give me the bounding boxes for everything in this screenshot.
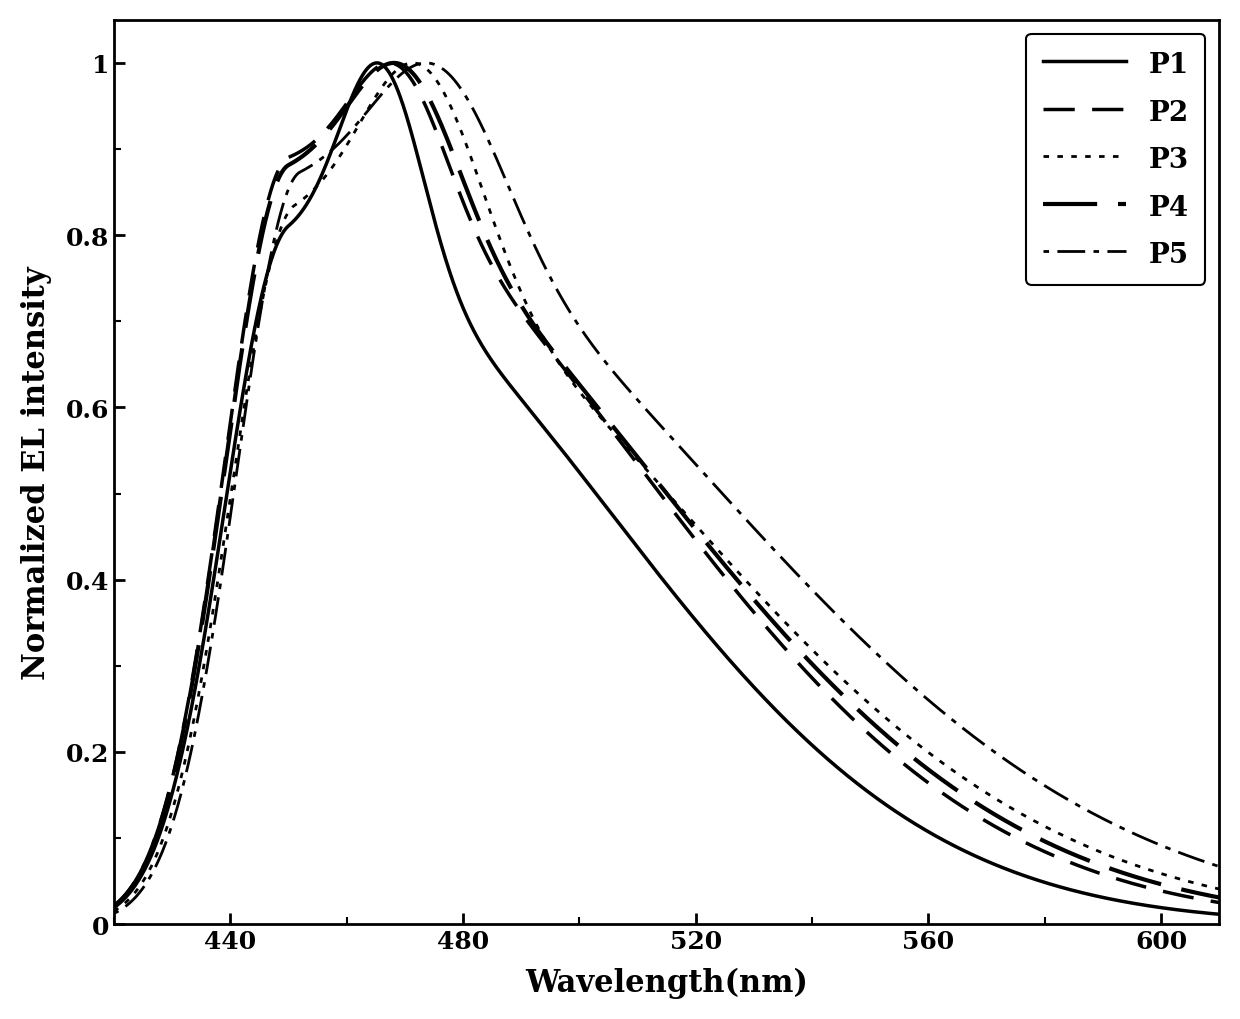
P5 — [1219, 863, 1234, 875]
Line: P4: P4 — [84, 64, 1240, 919]
P1 — [77, 914, 92, 926]
P5 — [574, 325, 589, 337]
P2 — [382, 58, 397, 70]
P1 — [279, 222, 294, 234]
P2 — [279, 153, 294, 165]
Line: P2: P2 — [84, 64, 1240, 919]
P3 — [525, 309, 539, 321]
P1 — [525, 407, 539, 419]
P3 — [1219, 884, 1234, 897]
P3 — [1092, 846, 1107, 858]
Line: P3: P3 — [84, 64, 1240, 921]
P5 — [1092, 811, 1107, 823]
P4 — [525, 316, 539, 328]
P2 — [77, 913, 92, 925]
Y-axis label: Normalized EL intensity: Normalized EL intensity — [21, 266, 52, 679]
P4 — [77, 913, 92, 925]
P1 — [370, 58, 384, 70]
P4 — [574, 382, 589, 394]
P5 — [418, 58, 433, 70]
P3 — [405, 58, 420, 70]
X-axis label: Wavelength(nm): Wavelength(nm) — [525, 967, 808, 999]
P1 — [210, 549, 224, 561]
P2 — [210, 508, 224, 521]
P2 — [1219, 898, 1234, 910]
P3 — [574, 389, 589, 401]
P2 — [525, 321, 539, 333]
P4 — [387, 58, 402, 70]
Line: P5: P5 — [84, 64, 1240, 922]
P1 — [1092, 891, 1107, 903]
P5 — [279, 189, 294, 201]
P4 — [210, 515, 224, 527]
P3 — [279, 210, 294, 222]
P4 — [1092, 859, 1107, 871]
P5 — [525, 233, 539, 246]
P4 — [279, 161, 294, 173]
P3 — [77, 915, 92, 927]
P5 — [77, 916, 92, 928]
P1 — [574, 470, 589, 482]
P3 — [210, 577, 224, 589]
Legend: P1, P2, P3, P4, P5: P1, P2, P3, P4, P5 — [1027, 35, 1205, 285]
P2 — [574, 386, 589, 398]
P1 — [1219, 909, 1234, 921]
P2 — [1092, 867, 1107, 879]
P4 — [1219, 893, 1234, 905]
P5 — [210, 597, 224, 609]
Line: P1: P1 — [84, 64, 1240, 920]
